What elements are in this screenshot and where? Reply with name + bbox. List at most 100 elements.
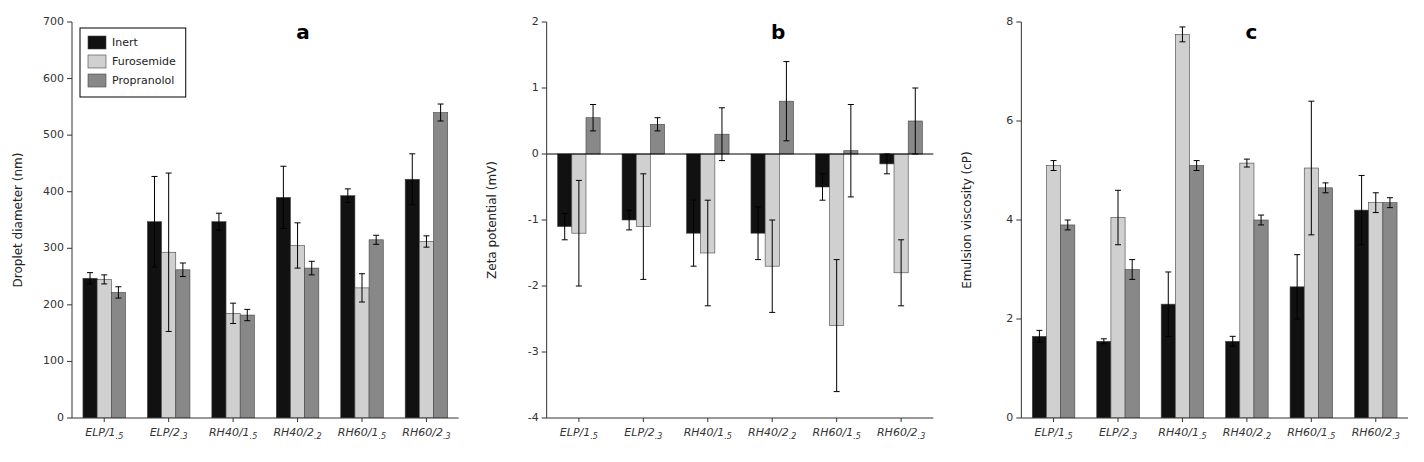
bar <box>212 222 226 418</box>
error-bar <box>848 105 854 197</box>
y-tick-label: 2 <box>1006 312 1013 325</box>
error-bar <box>576 180 582 286</box>
error-stem <box>1182 27 1183 42</box>
error-stem <box>822 174 823 200</box>
bar <box>1226 341 1240 418</box>
error-bar <box>180 263 186 277</box>
error-bar <box>1101 339 1107 344</box>
legend-label: Propranolol <box>112 74 174 87</box>
error-cap <box>626 210 632 211</box>
y-tick <box>67 248 72 249</box>
x-tick-label-main: ELP/2 <box>150 426 180 439</box>
error-cap <box>819 200 825 201</box>
y-tick-label: 0 <box>1006 411 1013 424</box>
x-tick-label-main: ELP/2 <box>624 426 654 439</box>
error-stem <box>283 166 284 228</box>
bar <box>111 292 125 418</box>
error-cap <box>180 262 186 263</box>
legend-swatch <box>88 36 106 49</box>
error-cap <box>216 213 222 214</box>
x-tick <box>836 418 837 422</box>
error-cap <box>1165 336 1171 337</box>
error-stem <box>297 223 298 268</box>
error-stem <box>1325 183 1326 193</box>
error-bar <box>783 62 789 141</box>
error-cap <box>1230 336 1236 337</box>
y-tick <box>67 304 72 305</box>
error-bar <box>1387 198 1393 208</box>
error-cap <box>151 266 157 267</box>
x-tick-label-main: RH60/2 <box>1352 426 1393 439</box>
y-tick <box>1016 418 1021 419</box>
bar <box>1254 220 1268 418</box>
error-stem <box>629 210 630 230</box>
error-stem <box>247 309 248 320</box>
error-stem <box>1261 215 1262 225</box>
y-axis <box>546 22 547 418</box>
legend-label: Furosemide <box>112 55 176 68</box>
x-tick-label-main: RH60/1 <box>813 426 854 439</box>
x-tick-label-main: RH60/1 <box>1287 426 1328 439</box>
error-bar <box>640 174 646 280</box>
x-tick-label-main: RH60/2 <box>402 426 443 439</box>
y-tick <box>542 88 547 89</box>
error-cap <box>1101 343 1107 344</box>
error-stem <box>772 220 773 312</box>
bar <box>1111 218 1125 418</box>
y-axis-label: Zeta potential (mV) <box>485 161 499 279</box>
y-tick-label: -4 <box>528 411 539 424</box>
error-stem <box>786 62 787 141</box>
error-cap <box>295 268 301 269</box>
error-bar <box>1359 175 1365 244</box>
bar <box>1046 166 1060 418</box>
x-axis <box>547 418 934 419</box>
legend: InertFurosemidePropranolol <box>80 28 186 97</box>
error-bar <box>1179 27 1185 42</box>
bar <box>405 179 419 418</box>
error-stem <box>426 236 427 247</box>
error-bar <box>1323 183 1329 193</box>
y-tick-label: 200 <box>43 298 64 311</box>
y-tick-label: 100 <box>43 354 64 367</box>
y-tick <box>1016 319 1021 320</box>
error-bar <box>423 236 429 247</box>
x-tick-label-main: RH60/1 <box>338 426 379 439</box>
legend-swatch <box>88 55 106 68</box>
error-cap <box>1294 254 1300 255</box>
bar <box>1032 336 1046 418</box>
error-cap <box>345 202 351 203</box>
y-tick <box>67 361 72 362</box>
x-tick-label: ELP/2.3 <box>624 426 662 441</box>
figure: 0100200300400500600700Droplet diameter (… <box>0 0 1424 462</box>
error-stem <box>901 240 902 306</box>
y-tick <box>542 352 547 353</box>
error-bar <box>359 274 365 302</box>
y-tick-label: 0 <box>57 411 64 424</box>
x-tick <box>233 418 234 422</box>
x-tick-label: RH40/1.5 <box>1158 426 1206 441</box>
error-cap <box>1129 259 1135 260</box>
error-bar <box>295 223 301 268</box>
x-tick <box>772 418 773 422</box>
error-cap <box>1323 192 1329 193</box>
error-cap <box>1387 207 1393 208</box>
error-cap <box>295 222 301 223</box>
error-bar <box>1194 161 1200 171</box>
legend-swatch <box>88 74 106 87</box>
error-bar <box>590 105 596 131</box>
error-cap <box>438 121 444 122</box>
error-cap <box>576 180 582 181</box>
panel: -4-3-2-1012Zeta potential (mV)ELP/1.5ELP… <box>485 15 933 441</box>
x-tick <box>1118 418 1119 422</box>
legend-box <box>80 28 186 97</box>
error-stem <box>440 104 441 121</box>
error-cap <box>166 173 172 174</box>
error-cap <box>423 247 429 248</box>
error-cap <box>755 259 761 260</box>
error-stem <box>154 176 155 267</box>
error-bar <box>1165 272 1171 336</box>
y-tick-label: 1 <box>532 81 539 94</box>
error-cap <box>1194 170 1200 171</box>
error-stem <box>1103 339 1104 344</box>
y-tick <box>542 22 547 23</box>
